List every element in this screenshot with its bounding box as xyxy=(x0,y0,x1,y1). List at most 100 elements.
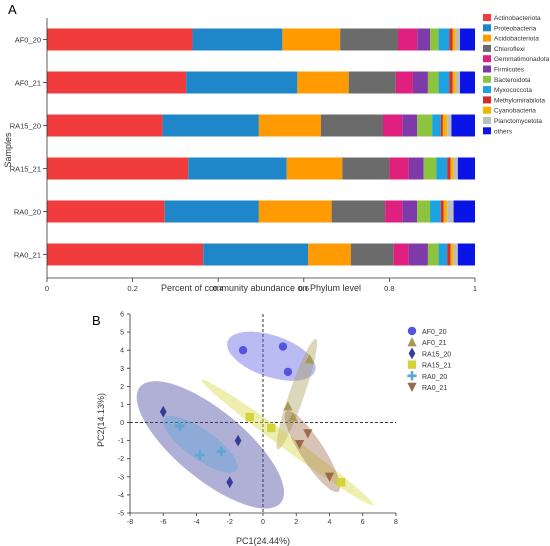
y-tick-label: 6 xyxy=(120,312,124,319)
bar-segment xyxy=(348,71,396,94)
data-point xyxy=(288,412,298,422)
bar-segment xyxy=(162,114,259,137)
legend-swatch xyxy=(483,14,491,21)
legend-swatch xyxy=(483,86,491,94)
bar-segment xyxy=(450,243,454,266)
legend-swatch xyxy=(483,24,491,32)
data-point xyxy=(245,412,254,422)
y-tick-label: -2 xyxy=(118,456,124,463)
legend-swatch xyxy=(483,75,491,83)
stacked-bars xyxy=(47,28,475,266)
confidence-ellipse xyxy=(136,381,285,509)
y-tick-label: -3 xyxy=(118,474,124,481)
confidence-ellipses xyxy=(136,331,374,509)
y-tick-label: RA0_20 xyxy=(14,208,41,217)
bar-segment xyxy=(412,71,428,94)
legend-marker xyxy=(407,382,417,393)
bar-segment xyxy=(452,71,456,94)
legend-label: Proteobacteria xyxy=(494,25,537,32)
data-point xyxy=(283,367,293,377)
bar-segment xyxy=(427,243,439,266)
y-tick-label: 5 xyxy=(120,330,124,337)
bar-segment xyxy=(453,200,475,223)
sample-labels: AF0_20 AF0_21 RA15_20 RA15_21 RA0_20 RA0_21 xyxy=(10,36,47,260)
legend-swatch xyxy=(483,96,491,104)
data-point xyxy=(294,440,305,450)
bar-segment xyxy=(393,243,409,266)
bar-segment xyxy=(417,200,431,223)
data-point xyxy=(278,342,288,351)
bar-segment xyxy=(186,71,298,94)
bar-segment xyxy=(417,114,433,137)
bar-segment xyxy=(164,200,259,223)
legend: AF0_20 AF0_21 RA15_20 RA15_21 RA0_20 RA0_21 xyxy=(407,326,451,393)
legend-label: Cyanobacteria xyxy=(494,108,536,115)
bar-segment xyxy=(408,243,428,266)
legend-label: Myxococcota xyxy=(494,87,532,94)
x-tick-label: -6 xyxy=(160,519,166,526)
legend-swatch xyxy=(483,117,491,124)
legend-swatch xyxy=(483,44,491,52)
x-tick-label: 2 xyxy=(294,519,298,526)
bar-segment xyxy=(442,114,448,137)
y-axis-title: PC2(14.13%) xyxy=(96,393,106,447)
y-tick-label: -4 xyxy=(118,492,124,499)
x-tick-label: 0 xyxy=(45,284,49,293)
bar-segment xyxy=(460,28,475,51)
legend-label: Gemmatimonadota xyxy=(494,56,550,63)
bar-segment xyxy=(342,157,390,180)
x-axis: 0 0.2 0.4 0.6 0.8 1 xyxy=(45,18,477,293)
data-point xyxy=(238,345,248,355)
x-tick-label: 0.6 xyxy=(299,284,309,293)
bar-segment xyxy=(457,157,475,180)
x-tick-label: 1 xyxy=(473,284,477,293)
bar-segment xyxy=(297,71,349,94)
bar-segment xyxy=(402,200,418,223)
legend-label: Acidobacteriota xyxy=(494,36,539,43)
bar-segment xyxy=(331,200,386,223)
data-point xyxy=(234,434,242,447)
data-point xyxy=(195,450,205,460)
x-tick-label: 6 xyxy=(361,519,365,526)
legend-label: RA15_21 xyxy=(422,363,451,370)
bar-segment xyxy=(308,243,351,266)
bar-segment xyxy=(443,200,448,223)
x-axis-title: Percent of community abundance on Phylum… xyxy=(161,283,361,293)
bar-segment xyxy=(430,28,439,51)
bar-segment xyxy=(47,71,187,94)
legend-swatch xyxy=(483,106,491,114)
bar-segment xyxy=(423,157,437,180)
bar-segment xyxy=(320,114,383,137)
bar-segment xyxy=(447,200,454,223)
bar-segment xyxy=(453,157,458,180)
legend-label: others xyxy=(494,128,513,135)
legend-marker xyxy=(407,360,417,369)
bar-segment xyxy=(447,157,451,180)
data-point xyxy=(303,429,313,439)
x-tick-label: 0.8 xyxy=(384,284,394,293)
bar-segment xyxy=(47,114,163,137)
y-tick-label: 2 xyxy=(120,384,124,391)
axes: -8 -6 -4 -2 0 2 4 6 8 6 5 4 3 2 1 0 -1 -2 -3 -4 -5 xyxy=(118,312,398,527)
legend-label: Firmicutes xyxy=(494,67,525,74)
confidence-ellipse xyxy=(276,338,318,450)
bar-segment xyxy=(258,114,321,137)
bar-segment xyxy=(457,243,475,266)
legend-label: Methylomirabilota xyxy=(494,97,545,104)
panel-a: A AF0_20 AF0_21 RA15_20 RA15_21 RA0_20 RA0_21… xyxy=(3,2,550,293)
legend-marker xyxy=(408,347,416,360)
panel-b-label: B xyxy=(92,313,101,328)
bar-segment xyxy=(47,28,193,51)
x-tick-label: 4 xyxy=(328,519,332,526)
legend-label: Bacteroidota xyxy=(494,77,531,84)
y-tick-label: RA0_21 xyxy=(14,251,41,260)
x-tick-label: -8 xyxy=(127,519,133,526)
bar-segment xyxy=(395,71,413,94)
bar-segment xyxy=(282,28,341,51)
legend: Actinobacteriota Proteobacteria Acidobacte… xyxy=(483,14,550,135)
bar-segment xyxy=(397,28,418,51)
bar-segment xyxy=(460,71,475,94)
x-tick-label: -2 xyxy=(227,519,233,526)
y-tick-label: -5 xyxy=(118,511,124,518)
